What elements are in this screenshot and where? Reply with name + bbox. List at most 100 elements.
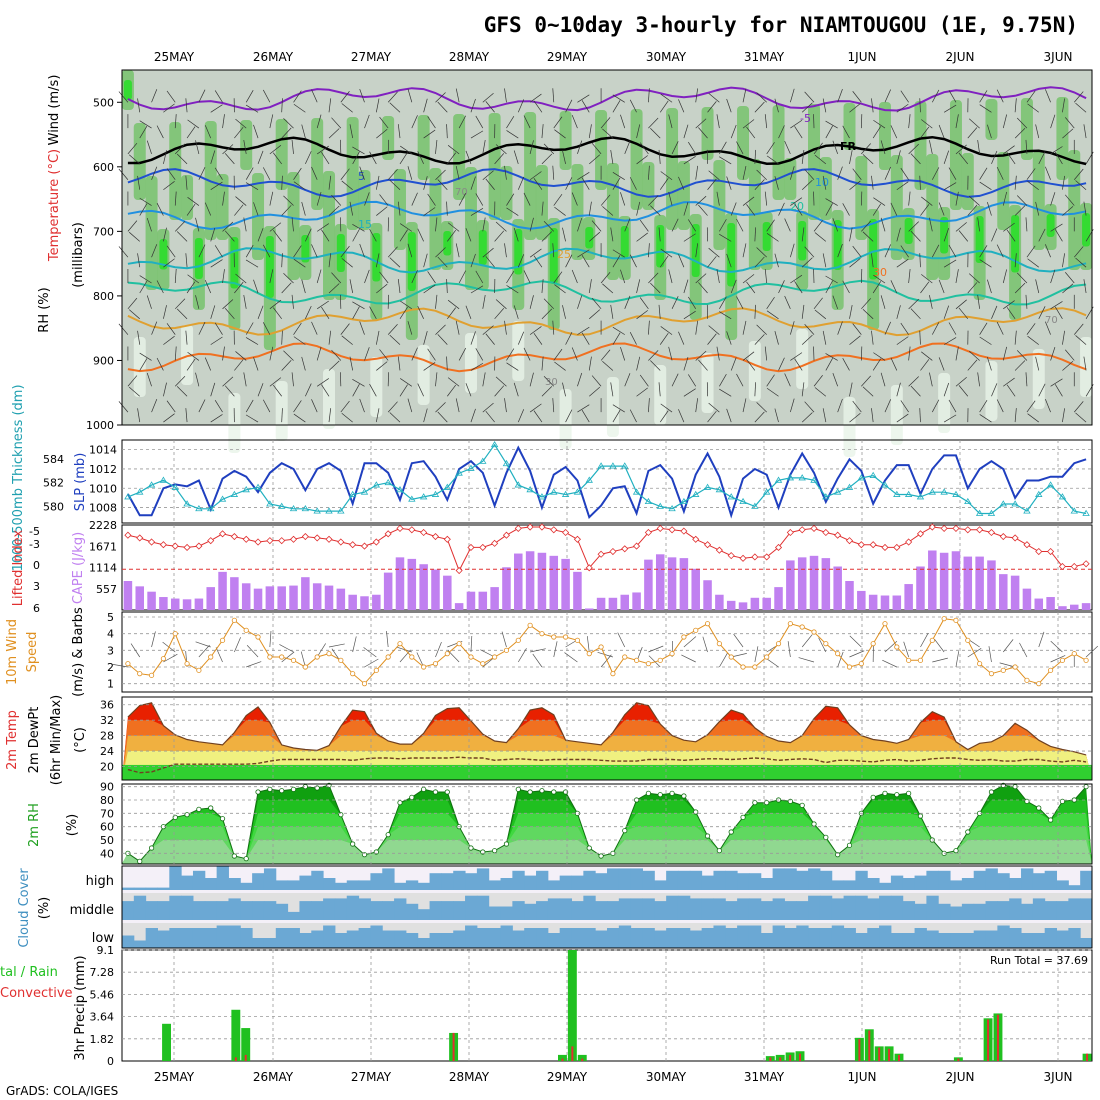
wind-barb xyxy=(222,376,234,387)
cloud-bar-middle xyxy=(642,898,655,920)
wind-barb xyxy=(766,374,775,387)
wind-barb xyxy=(364,192,370,206)
rh-point xyxy=(953,848,959,854)
wind-barb xyxy=(581,100,590,113)
wind-barb xyxy=(553,271,563,284)
ylabel-wind: Wind (m/s) xyxy=(47,75,62,146)
wind-barb xyxy=(533,410,543,423)
wind-barb xyxy=(387,323,398,335)
wind-barb xyxy=(668,191,673,206)
wind-barb xyxy=(919,98,921,113)
wind-barb xyxy=(166,245,176,258)
rh-point xyxy=(231,853,237,859)
wind-barb xyxy=(359,88,365,103)
wind-barb xyxy=(577,295,583,309)
wind-speed-point xyxy=(657,657,663,663)
wind-speed-point xyxy=(1083,657,1089,663)
wind-speed-point xyxy=(468,654,474,660)
cloud-bar-high xyxy=(192,870,206,890)
wind-barb xyxy=(884,321,892,335)
cloud-bar-middle xyxy=(784,901,797,920)
cloud-bar-middle xyxy=(358,898,371,920)
lifted-index-point xyxy=(798,526,806,534)
wind-barb xyxy=(825,358,833,371)
wind-barb xyxy=(437,334,448,345)
wind-barb xyxy=(166,400,176,413)
wind-barb xyxy=(517,648,527,663)
rh-patch xyxy=(417,115,430,180)
cloud-bar-high xyxy=(772,868,785,890)
lifted-index-point xyxy=(573,535,581,543)
wind-barb xyxy=(293,336,306,345)
ylabel-rh-b: (%) xyxy=(65,814,80,837)
cloud-bar-low xyxy=(476,928,490,948)
wind-barb xyxy=(979,245,988,258)
cape-bar xyxy=(443,575,452,610)
wind-tick-label: 3 xyxy=(107,644,114,657)
wind-barb xyxy=(281,175,283,190)
rh-point xyxy=(468,845,474,851)
wind-barb xyxy=(543,298,555,310)
wind-barb xyxy=(882,659,897,668)
wind-barb xyxy=(577,249,590,258)
wind-barb xyxy=(387,246,398,258)
wind-barb xyxy=(1038,306,1046,319)
cloud-bar-high xyxy=(228,878,241,890)
wind-barb xyxy=(1050,378,1063,387)
wind-barb xyxy=(517,331,525,345)
cloud-bar-high xyxy=(465,873,478,890)
wind-barb xyxy=(1002,114,1008,129)
wind-barb xyxy=(482,247,494,258)
wind-barb xyxy=(683,279,689,294)
thickness-point xyxy=(313,507,321,514)
wind-barb xyxy=(328,253,332,268)
wind-barb xyxy=(311,321,318,335)
wind-barb xyxy=(1006,229,1016,242)
ylabel-wind10-a: 10m Wind xyxy=(5,619,20,685)
wind-barb xyxy=(979,181,992,191)
rh-line xyxy=(127,784,1087,862)
wind-barb xyxy=(517,176,525,190)
cloud-bar-low xyxy=(618,925,632,948)
rh-patch xyxy=(1032,151,1045,250)
wind-barb xyxy=(801,382,805,397)
cape-bar xyxy=(762,597,771,610)
wind-barb xyxy=(716,269,720,284)
rh-patch-high xyxy=(1011,215,1020,273)
wind-barb xyxy=(513,382,519,397)
wind-barb xyxy=(137,253,141,268)
rh-point xyxy=(1047,817,1054,823)
cape-bar xyxy=(880,595,890,610)
cloud-bar-middle xyxy=(145,901,158,920)
precip-convective-bar xyxy=(897,1054,900,1061)
wind-barb xyxy=(407,166,413,180)
wind-barb xyxy=(1075,412,1087,423)
cloud-bar-high xyxy=(737,873,750,890)
wind-barb xyxy=(884,244,892,258)
cloud-bar-high xyxy=(441,873,454,890)
wind-barb xyxy=(801,257,813,268)
wind-barb xyxy=(1026,245,1036,258)
cloud-bar-low xyxy=(181,928,194,948)
wind-speed-point xyxy=(279,654,285,660)
wind-barb xyxy=(176,153,188,165)
cloud-bar-high xyxy=(1032,873,1046,890)
wind-barb xyxy=(931,322,940,335)
wind-barb xyxy=(246,645,259,658)
date-label-bottom-2: 27MAY xyxy=(351,1070,392,1084)
wind-barb xyxy=(562,305,566,319)
wind-speed-point xyxy=(835,651,841,657)
wind-barb xyxy=(1025,294,1028,309)
thickness-point xyxy=(668,504,676,512)
wind-tick-label: 4 xyxy=(107,628,114,641)
wind-speed-line xyxy=(127,618,1087,685)
date-label-bottom-6: 31MAY xyxy=(744,1070,785,1084)
wind-barb xyxy=(958,152,969,165)
wind-barb xyxy=(423,129,436,139)
wind-barb xyxy=(1083,124,1087,139)
wind-barb xyxy=(629,177,637,190)
wind-barb xyxy=(929,217,933,232)
thickness-point xyxy=(171,483,179,490)
wind-barb xyxy=(375,330,380,345)
